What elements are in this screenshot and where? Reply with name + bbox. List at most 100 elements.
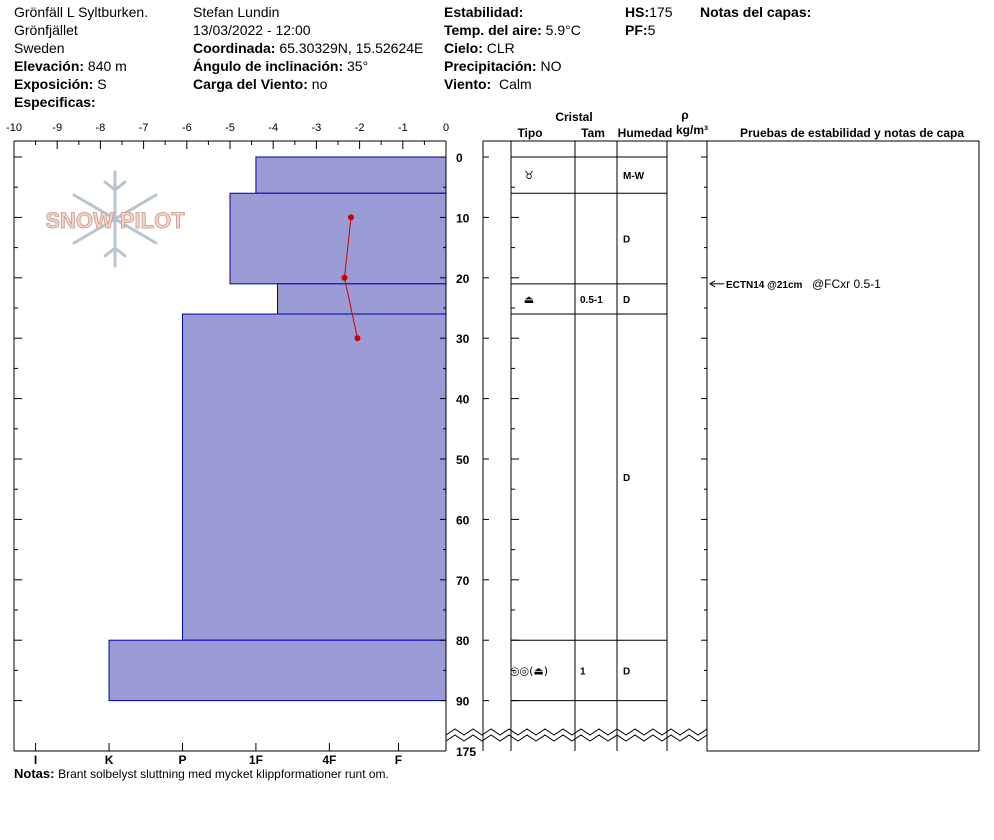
- hardness-bar: [255, 156, 447, 194]
- aspect-label: Exposición:: [14, 76, 94, 92]
- hs-row: HS:175: [625, 4, 672, 20]
- sky-row: Cielo: CLR: [444, 40, 515, 56]
- hardness-tick-label: 1F: [249, 753, 263, 767]
- hardness-tick-label: F: [395, 753, 402, 767]
- temp-point: [354, 335, 361, 342]
- snowflake-icon: [72, 170, 158, 268]
- humedad-header: Humedad: [618, 126, 673, 140]
- tipo-header: Tipo: [517, 126, 542, 140]
- crystal-size: 0.5-1: [580, 295, 603, 306]
- depth-tick-label: 60: [456, 513, 470, 527]
- sky-label: Cielo:: [444, 40, 483, 56]
- depth-break-zigzag: [445, 734, 708, 742]
- hs-label: HS:: [625, 4, 650, 20]
- density-unit-header: kg/m³: [676, 123, 708, 137]
- temp-tick-label: 0: [443, 122, 449, 134]
- hardness-axis: I K P 1F 4F F: [34, 743, 402, 767]
- depth-tick-label: 50: [456, 453, 470, 467]
- country-name: Sweden: [14, 40, 65, 56]
- airtemp-row: Temp. del aire: 5.9°C: [444, 22, 581, 38]
- airtemp-value: 5.9°C: [545, 22, 581, 38]
- rho-header: ρ: [681, 108, 688, 122]
- snow-profile-chart: SNOW PILOT -10 -9 -8 -7 -6 -5 -4 -3 -2 -1 0 010203…: [6, 108, 980, 767]
- temp-tick-label: -5: [225, 122, 235, 134]
- depth-tick-label: 30: [456, 332, 470, 346]
- depth-tick-label: 70: [456, 574, 470, 588]
- slope-value: 35°: [347, 58, 369, 74]
- layer-notes-label: Notas del capas:: [700, 4, 812, 20]
- specifics-label: Especificas:: [14, 94, 96, 110]
- temp-tick-label: -1: [398, 122, 408, 134]
- temp-tick-label: -3: [312, 122, 322, 134]
- slope-row: Ángulo de inclinación: 35°: [193, 58, 368, 74]
- pf-value: 5: [647, 22, 656, 38]
- pf-row: PF:5: [625, 22, 655, 38]
- temp-tick-label: -7: [139, 122, 149, 134]
- aspect-value: S: [97, 76, 107, 92]
- precip-value: NO: [540, 58, 562, 74]
- depth-tick-label: 90: [456, 695, 470, 709]
- notes-row: Notas: Brant solbelyst sluttning med myc…: [14, 766, 389, 782]
- test-arrow-head: [709, 280, 716, 288]
- site-name: Grönfäll L Syltburken.: [14, 4, 149, 20]
- depth-tick-label: 0: [456, 151, 463, 165]
- sky-value: CLR: [486, 40, 515, 56]
- wetness-value: D: [623, 235, 630, 246]
- wetness-value: D: [623, 295, 630, 306]
- hardness-bar: [277, 283, 447, 315]
- aspect-row: Exposición: S: [14, 76, 107, 92]
- stability-label: Estabilidad:: [444, 4, 524, 20]
- wind-row: Viento: Calm: [444, 76, 532, 92]
- temp-tick-label: -8: [96, 122, 106, 134]
- temperature-axis: -10 -9 -8 -7 -6 -5 -4 -3 -2 -1 0: [6, 122, 449, 751]
- precip-label: Precipitación:: [444, 58, 537, 74]
- coord-label: Coordinada:: [193, 40, 276, 56]
- wetness-value: D: [623, 666, 630, 677]
- wetness-value: M-W: [623, 171, 645, 182]
- hardness-tick-label: 4F: [322, 753, 336, 767]
- logo-text: SNOW PILOT: [45, 208, 185, 233]
- precip-row: Precipitación: NO: [444, 58, 561, 74]
- temp-point: [341, 274, 348, 281]
- temp-tick-label: -6: [182, 122, 192, 134]
- wind-label: Viento:: [444, 76, 492, 92]
- depth-tick-label: 10: [456, 211, 470, 225]
- test-detail: @FCxr 0.5-1: [812, 277, 881, 291]
- stability-test: ECTN14 @21cm @FCxr 0.5-1: [709, 277, 881, 291]
- depth-tick-label: 40: [456, 393, 470, 407]
- layer-table: Cristal Tipo Tam Humedad ρkg/m³ Pruebas de es…: [445, 108, 980, 752]
- tam-header: Tam: [581, 126, 605, 140]
- area-name: Grönfjället: [14, 22, 78, 38]
- temp-point: [347, 214, 354, 221]
- airtemp-label: Temp. del aire:: [444, 22, 542, 38]
- slope-label: Ángulo de inclinación:: [193, 58, 344, 74]
- wetness-value: D: [623, 473, 630, 484]
- crystal-type-icon: ⏏: [524, 293, 534, 306]
- hardness-bar: [229, 192, 447, 285]
- elevation-row: Elevación: 840 m: [14, 58, 127, 74]
- cristal-header: Cristal: [555, 110, 592, 124]
- elevation-value: 840 m: [87, 58, 127, 74]
- windload-value: no: [311, 76, 328, 92]
- observer-name: Stefan Lundin: [193, 4, 280, 20]
- temperature-profile: [341, 214, 361, 342]
- notes-text: Brant solbelyst sluttning med mycket kli…: [58, 767, 389, 781]
- depth-axis: 0 10 20 30 40 50 60 70 80 90 175: [14, 141, 476, 759]
- depth-break-zigzag: [445, 728, 708, 736]
- crystal-type-icon: ◎◎(⏏): [510, 664, 548, 677]
- temp-tick-label: -10: [6, 122, 22, 134]
- hardness-layers: [108, 156, 447, 702]
- crystal-type-icon: ♉: [524, 169, 534, 182]
- test-label: ECTN14 @21cm: [726, 280, 803, 291]
- tests-header: Pruebas de estabilidad y notas de capa: [740, 126, 964, 140]
- depth-tick-label: 20: [456, 272, 470, 286]
- notes-label: Notas:: [14, 766, 55, 781]
- hs-value: 175: [649, 4, 673, 20]
- hardness-tick-label: K: [105, 753, 114, 767]
- temp-tick-label: -4: [268, 122, 278, 134]
- wind-value: Calm: [498, 76, 532, 92]
- windload-label: Carga del Viento:: [193, 76, 308, 92]
- temp-tick-label: -9: [52, 122, 62, 134]
- windload-row: Carga del Viento: no: [193, 76, 327, 92]
- pf-label: PF:: [625, 22, 648, 38]
